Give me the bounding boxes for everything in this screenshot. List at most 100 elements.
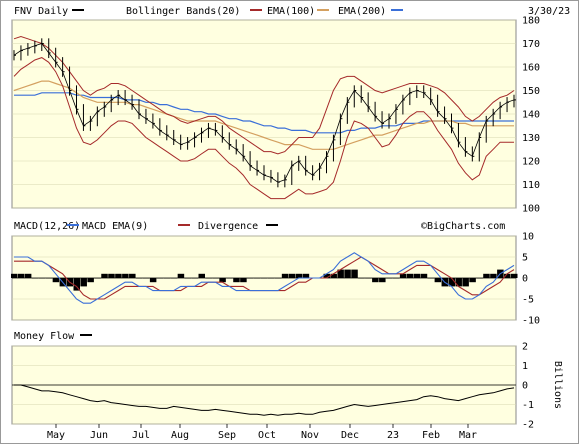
divergence-bar <box>323 273 330 278</box>
divergence-bar <box>372 278 379 283</box>
bollinger-legend-swatch <box>250 9 262 11</box>
divergence-bar <box>108 273 115 278</box>
y-tick-label: 170 <box>522 39 540 50</box>
divergence-bar <box>295 273 303 278</box>
y-tick-label: 2 <box>522 342 528 353</box>
divergence-bar <box>476 278 483 279</box>
divergence-bar <box>483 273 490 278</box>
divergence-bar <box>122 273 129 278</box>
divergence-bar <box>420 273 428 278</box>
date-label: 3/30/23 <box>528 6 570 17</box>
price-panel: 100 110 120 130 140 150 160 170 180 FNV Daily Bo… <box>11 6 570 215</box>
y-tick-label: 110 <box>522 180 540 191</box>
y-tick-label: -10 <box>522 316 540 327</box>
macd-title: MACD(12,26) <box>14 221 80 232</box>
y-tick-label: 130 <box>522 133 540 144</box>
x-tick-label: Mar <box>459 430 477 441</box>
macd-y-axis: -10 -5 0 5 10 <box>522 232 540 327</box>
price-y-axis: 100 110 120 130 140 150 160 170 180 <box>522 16 540 215</box>
divergence-bar <box>358 278 365 279</box>
divergence-bar <box>351 269 358 278</box>
ema200-label: EMA(200) <box>338 6 386 17</box>
y-tick-label: 0 <box>522 381 528 392</box>
divergence-bar <box>163 278 171 279</box>
y-tick-label: 150 <box>522 86 540 97</box>
divergence-bar <box>462 278 469 287</box>
y-tick-label: 10 <box>522 232 534 243</box>
divergence-bar <box>226 278 233 279</box>
ema100-label: EMA(100) <box>267 6 315 17</box>
x-tick-label: 23 <box>387 430 399 441</box>
y-tick-label: -1 <box>522 400 534 411</box>
divergence-bar <box>386 278 393 279</box>
divergence-legend-swatch <box>266 224 278 226</box>
divergence-bar <box>511 273 518 278</box>
divergence-bar <box>156 278 164 279</box>
divergence-bar <box>261 278 268 279</box>
ema100-legend-swatch <box>317 9 329 11</box>
x-tick-label: Sep <box>218 430 236 441</box>
y-tick-label: -2 <box>522 420 534 431</box>
divergence-bar <box>24 273 32 278</box>
divergence-bar <box>170 278 178 279</box>
divergence-bar <box>455 278 462 287</box>
divergence-bar <box>80 278 87 287</box>
divergence-bar <box>219 278 226 283</box>
bollinger-upper-line <box>13 35 515 155</box>
divergence-bar <box>413 273 421 278</box>
x-tick-label: Jul <box>132 430 150 441</box>
y-tick-label: 140 <box>522 110 540 121</box>
divergence-bar <box>205 278 212 279</box>
x-tick-label: May <box>47 430 65 441</box>
divergence-bar <box>177 273 185 278</box>
divergence-bar <box>115 273 122 278</box>
divergence-bar <box>240 278 247 283</box>
x-tick-label: Nov <box>301 430 319 441</box>
divergence-bar <box>344 269 351 278</box>
divergence-bar <box>212 278 219 279</box>
watermark: ©BigCharts.com <box>421 221 505 232</box>
macd-line <box>14 252 515 304</box>
divergence-bar <box>330 273 337 278</box>
x-tick-label: Aug <box>171 430 189 441</box>
bollinger-label: Bollinger Bands(20) <box>126 6 240 17</box>
divergence-bar <box>149 278 157 283</box>
money-flow-title: Money Flow <box>14 331 75 342</box>
price-legend-swatch <box>72 9 84 11</box>
divergence-bar <box>302 273 310 278</box>
divergence-bar <box>52 278 60 283</box>
price-line <box>13 43 515 183</box>
macd-legend-swatch <box>67 224 79 226</box>
x-tick-label: Jun <box>90 430 108 441</box>
symbol-label: FNV Daily <box>14 6 68 17</box>
money-flow-y-axis: -2 -1 0 1 2 <box>522 342 534 431</box>
divergence-bar <box>233 278 240 283</box>
divergence-bar <box>87 278 94 283</box>
y-tick-label: 0 <box>522 274 528 285</box>
y-tick-label: 1 <box>522 361 528 372</box>
divergence-bar <box>281 273 289 278</box>
y-tick-label: 5 <box>522 253 528 264</box>
divergence-bar <box>288 273 296 278</box>
divergence-bar <box>142 278 150 279</box>
divergence-bar <box>399 273 407 278</box>
divergence-bar <box>31 278 39 279</box>
divergence-bar <box>379 278 386 283</box>
divergence-bar <box>274 278 282 279</box>
price-series <box>13 35 516 200</box>
money-flow-series <box>12 384 516 416</box>
divergence-bar <box>448 278 455 287</box>
divergence-bar <box>94 278 101 279</box>
divergence-bar <box>434 278 442 283</box>
x-tick-label: Dec <box>341 430 359 441</box>
divergence-bar <box>38 278 46 279</box>
ema100-line <box>13 80 514 150</box>
y-tick-label: -5 <box>522 295 534 306</box>
macd-series <box>11 252 518 304</box>
money-flow-panel: Money Flow -2 -1 0 1 2 Billions <box>11 331 563 431</box>
money-flow-unit-label: Billions <box>552 361 563 409</box>
divergence-bar <box>267 278 275 279</box>
divergence-bar <box>136 278 143 279</box>
divergence-bar <box>392 278 400 279</box>
